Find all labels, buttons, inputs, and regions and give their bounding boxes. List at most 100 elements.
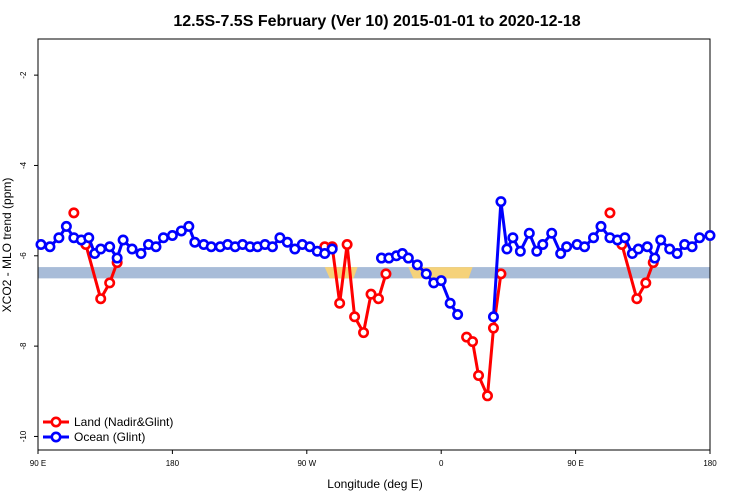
series-1-point-2-13 — [588, 232, 600, 244]
series-1-point-2-21 — [649, 252, 661, 264]
series-1-point-2-7 — [537, 239, 549, 251]
series-1-point-2-19 — [632, 243, 644, 255]
y-axis-label: XCO2 - MLO trend (ppm) — [0, 178, 14, 313]
series-0-point-1-1 — [95, 293, 107, 305]
series-1-point-2-20 — [641, 241, 653, 253]
series-1-point-1-10 — [452, 309, 464, 321]
series-1-point-0-30 — [266, 241, 278, 253]
series-0-line-1 — [84, 244, 119, 301]
series-0-point-3-5 — [495, 268, 507, 280]
series-1-point-1-5 — [411, 259, 423, 271]
series-1-point-0-18 — [175, 225, 187, 237]
series-1-point-0-22 — [205, 241, 217, 253]
y-tick-label-2: -6 — [19, 252, 28, 260]
series-1-point-0-15 — [150, 241, 162, 253]
series-1-point-2-1 — [495, 196, 507, 208]
series-1-point-0-3 — [60, 220, 72, 232]
series-1-point-2-8 — [546, 227, 558, 239]
series-0-point-2-5 — [358, 327, 370, 339]
series-0-point-3-1 — [467, 336, 479, 348]
series-1-point-2-12 — [579, 241, 591, 253]
series-1-point-2-10 — [561, 241, 573, 253]
x-tick-label-1: 180 — [166, 459, 180, 468]
series-0-point-2-6 — [365, 288, 377, 300]
series-1-point-0-9 — [104, 241, 116, 253]
series-1-point-2-4 — [514, 245, 526, 257]
y-tick-label-4: -10 — [19, 430, 28, 442]
series-1-point-2-5 — [523, 227, 535, 239]
legend-land-label: Land (Nadir&Glint) — [74, 415, 173, 429]
series-1-point-0-1 — [44, 241, 56, 253]
series-1-point-0-32 — [281, 236, 293, 248]
series-0-point-4-0 — [604, 207, 616, 219]
series-1-point-0-13 — [135, 248, 147, 260]
series-1-point-0-19 — [183, 220, 195, 232]
x-tick-label-0: 90 E — [30, 459, 46, 468]
series-1-point-2-9 — [555, 248, 567, 260]
series-0-point-1-2 — [104, 277, 116, 289]
series-1-point-2-24 — [671, 248, 683, 260]
series-0-point-3-3 — [481, 390, 493, 402]
series-0-point-3-4 — [487, 322, 499, 334]
series-1-point-2-28 — [704, 229, 716, 241]
legend: Land (Nadir&Glint) Ocean (Glint) — [43, 415, 173, 444]
series-0-point-2-8 — [380, 268, 392, 280]
series-1-point-0-33 — [289, 243, 301, 255]
series-1-point-0-31 — [274, 232, 286, 244]
series-0-point-2-4 — [349, 311, 361, 323]
y-tick-label-1: -4 — [19, 161, 28, 169]
x-tick-label-2: 90 W — [297, 459, 316, 468]
series-1-point-0-6 — [83, 232, 95, 244]
series-1-point-2-0 — [487, 311, 499, 323]
series-1-point-1-8 — [435, 275, 447, 287]
series-1-point-2-3 — [507, 232, 519, 244]
x-tick-label-5: 180 — [703, 459, 717, 468]
series-1-point-2-22 — [655, 234, 667, 246]
series-1-point-1-9 — [444, 297, 456, 309]
series-1-point-2-27 — [694, 232, 706, 244]
series-1-point-1-6 — [420, 268, 432, 280]
series-0-point-2-3 — [341, 239, 353, 251]
legend-land-marker — [50, 416, 62, 428]
legend-ocean-label: Ocean (Glint) — [74, 430, 145, 444]
series-1-point-0-12 — [126, 243, 138, 255]
series-1-point-0-35 — [304, 241, 316, 253]
series-1-point-0-17 — [166, 229, 178, 241]
surface-band-land-0 — [324, 267, 358, 279]
series-1-line-2 — [492, 200, 711, 317]
series-1-point-2-26 — [686, 241, 698, 253]
series-1-point-0-37 — [319, 248, 331, 260]
legend-ocean-marker — [50, 431, 62, 443]
series-0-point-2-2 — [334, 297, 346, 309]
surface-band-ocean — [38, 267, 710, 279]
series-1-point-2-14 — [595, 220, 607, 232]
series-0-point-2-7 — [372, 293, 384, 305]
series-1-point-0-20 — [189, 236, 201, 248]
series-1-point-0-8 — [95, 243, 107, 255]
series-1-point-2-23 — [664, 243, 676, 255]
series-0-point-3-2 — [473, 369, 485, 381]
plot-frame — [37, 38, 711, 451]
series-0-point-5-1 — [631, 293, 643, 305]
series-1-point-0-38 — [326, 243, 338, 255]
series-1-point-2-2 — [501, 243, 513, 255]
series-0-line-5 — [620, 244, 655, 301]
plot-area: 90 E 180 90 W 0 90 E 180 -2 -4 -6 -8 -10 — [19, 38, 717, 468]
series-1-point-0-2 — [53, 232, 65, 244]
series-1-point-0-16 — [157, 232, 169, 244]
series-0-point-5-2 — [640, 277, 652, 289]
series-1-point-0-10 — [111, 252, 123, 264]
series-1-point-2-6 — [531, 245, 543, 257]
series-1-point-0-11 — [117, 234, 129, 246]
series-1-point-0-0 — [35, 239, 47, 251]
series-1-point-2-17 — [619, 232, 631, 244]
x-tick-label-4: 90 E — [567, 459, 583, 468]
series-1-point-1-4 — [402, 252, 414, 264]
series-0-point-0-0 — [68, 207, 80, 219]
chart-title: 12.5S-7.5S February (Ver 10) 2015-01-01 … — [173, 13, 580, 30]
x-axis-label: Longitude (deg E) — [327, 477, 422, 491]
y-tick-label-3: -8 — [19, 342, 28, 350]
x-tick-label-3: 0 — [439, 459, 444, 468]
y-tick-label-0: -2 — [19, 71, 28, 79]
